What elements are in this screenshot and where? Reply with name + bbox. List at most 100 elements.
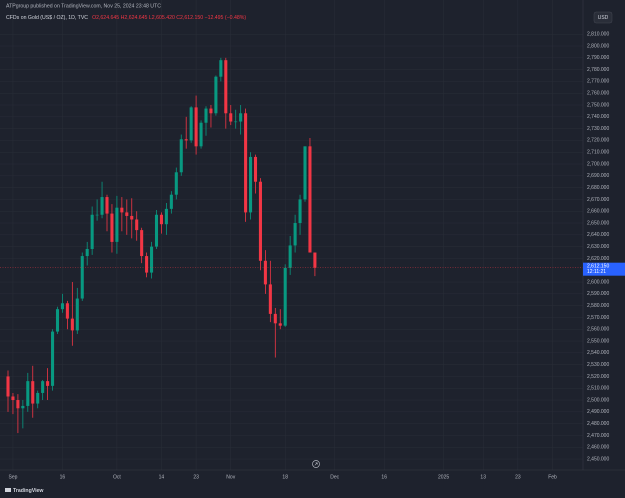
x-tick-label: 18 [282, 474, 288, 480]
x-tick-label: Nov [226, 474, 235, 480]
grid [0, 0, 583, 470]
y-tick-label: 2,480.000 [587, 421, 609, 427]
candle-body [194, 107, 198, 147]
y-tick-label: 2,650.000 [587, 220, 609, 226]
candle-body [258, 181, 262, 261]
candle-body [95, 214, 99, 216]
x-tick-label: 23 [515, 474, 521, 480]
candle-body [90, 214, 94, 249]
x-tick-label: 16 [381, 474, 387, 480]
candle-body [65, 303, 69, 319]
y-tick-label: 2,800.000 [587, 43, 609, 49]
y-tick-label: 2,570.000 [587, 315, 609, 321]
candle-body [85, 248, 89, 257]
candle-body [120, 207, 124, 213]
candle-body [150, 246, 154, 273]
candle-body [36, 392, 40, 404]
currency-box[interactable] [593, 11, 613, 24]
candle-body [110, 213, 114, 242]
y-tick-label: 2,730.000 [587, 126, 609, 132]
y-tick-label: 2,600.000 [587, 279, 609, 285]
candle-body [224, 60, 228, 114]
candle-body [21, 405, 25, 409]
candle-body [31, 381, 35, 404]
candle-body [80, 256, 84, 299]
y-tick-label: 2,580.000 [587, 303, 609, 309]
logo: TradingView [5, 488, 44, 494]
x-tick-label: Feb [548, 474, 557, 480]
candle-body [140, 230, 144, 257]
candle-body [115, 207, 119, 242]
y-tick-label: 2,780.000 [587, 67, 609, 73]
y-tick-label: 2,530.000 [587, 362, 609, 368]
y-tick-label: 2,500.000 [587, 397, 609, 403]
y-tick-label: 2,630.000 [587, 244, 609, 250]
y-tick-label: 2,490.000 [587, 409, 609, 415]
ohlc-values: O2,624.645 H2,624.645 L2,605.420 C2,612.… [92, 15, 246, 21]
replay-arrow[interactable] [314, 462, 318, 466]
replay-circle[interactable] [312, 460, 320, 468]
y-tick-label: 2,770.000 [587, 79, 609, 85]
publisher-note: ATPgroup published on TradingView.com, N… [6, 3, 161, 9]
candle-body [51, 331, 55, 386]
candle-body [239, 113, 243, 122]
replay-icon[interactable] [312, 460, 320, 468]
y-tick-label: 2,690.000 [587, 173, 609, 179]
logo-text: TradingView [13, 488, 44, 494]
candle-body [16, 400, 20, 409]
logo-mark [5, 488, 11, 492]
y-tick-label: 2,470.000 [587, 433, 609, 439]
candle-body [214, 76, 218, 114]
candle-body [293, 223, 297, 246]
y-tick-label: 2,740.000 [587, 114, 609, 120]
y-tick-label: 2,590.000 [587, 291, 609, 297]
candle-body [303, 146, 307, 200]
x-tick-label: Sep [8, 474, 17, 480]
candle-body [308, 146, 312, 253]
x-tick-label: 16 [60, 474, 66, 480]
candle-body [164, 208, 168, 225]
y-tick-label: 2,670.000 [587, 197, 609, 203]
y-tick-label: 2,760.000 [587, 91, 609, 97]
y-tick-label: 2,450.000 [587, 456, 609, 462]
chart-title: CFDs on Gold (US$ / OZ), 1D, TVC [6, 15, 88, 21]
last-price-label: 2,612.150 [587, 264, 609, 270]
candle-body [313, 252, 317, 268]
currency[interactable]: USD [598, 15, 609, 21]
candle-body [253, 156, 258, 182]
candle-body [184, 139, 188, 141]
x-tick-label: Oct [113, 474, 121, 480]
y-tick-label: 2,750.000 [587, 102, 609, 108]
last-price-box [583, 262, 625, 276]
candle-body [26, 381, 30, 406]
candle-body [145, 256, 149, 273]
candle-body [263, 260, 267, 285]
x-tick-label: 13 [480, 474, 486, 480]
candle-body [268, 284, 272, 314]
candle-body [130, 215, 134, 220]
candle-body [199, 122, 203, 147]
x-tick-label: 23 [193, 474, 199, 480]
candle-body [60, 303, 64, 310]
candle-body [6, 376, 10, 397]
candle-body [105, 197, 109, 214]
y-tick-label: 2,660.000 [587, 209, 609, 215]
candle-body [179, 139, 183, 173]
candle-body [174, 172, 178, 195]
candle-body [135, 219, 139, 231]
candle-body [288, 245, 292, 268]
countdown: 12:11:21 [587, 269, 606, 275]
candle-body [75, 298, 79, 331]
candle-body [11, 396, 15, 401]
y-tick-label: 2,810.000 [587, 32, 609, 38]
candle-body [41, 381, 45, 393]
y-tick-label: 2,540.000 [587, 350, 609, 356]
candle-body [229, 113, 233, 122]
candle-body [244, 113, 248, 213]
candle-body [189, 107, 193, 141]
y-tick-label: 2,560.000 [587, 327, 609, 333]
x-tick-label: Dec [330, 474, 339, 480]
x-tick-label: 2025 [438, 474, 449, 480]
